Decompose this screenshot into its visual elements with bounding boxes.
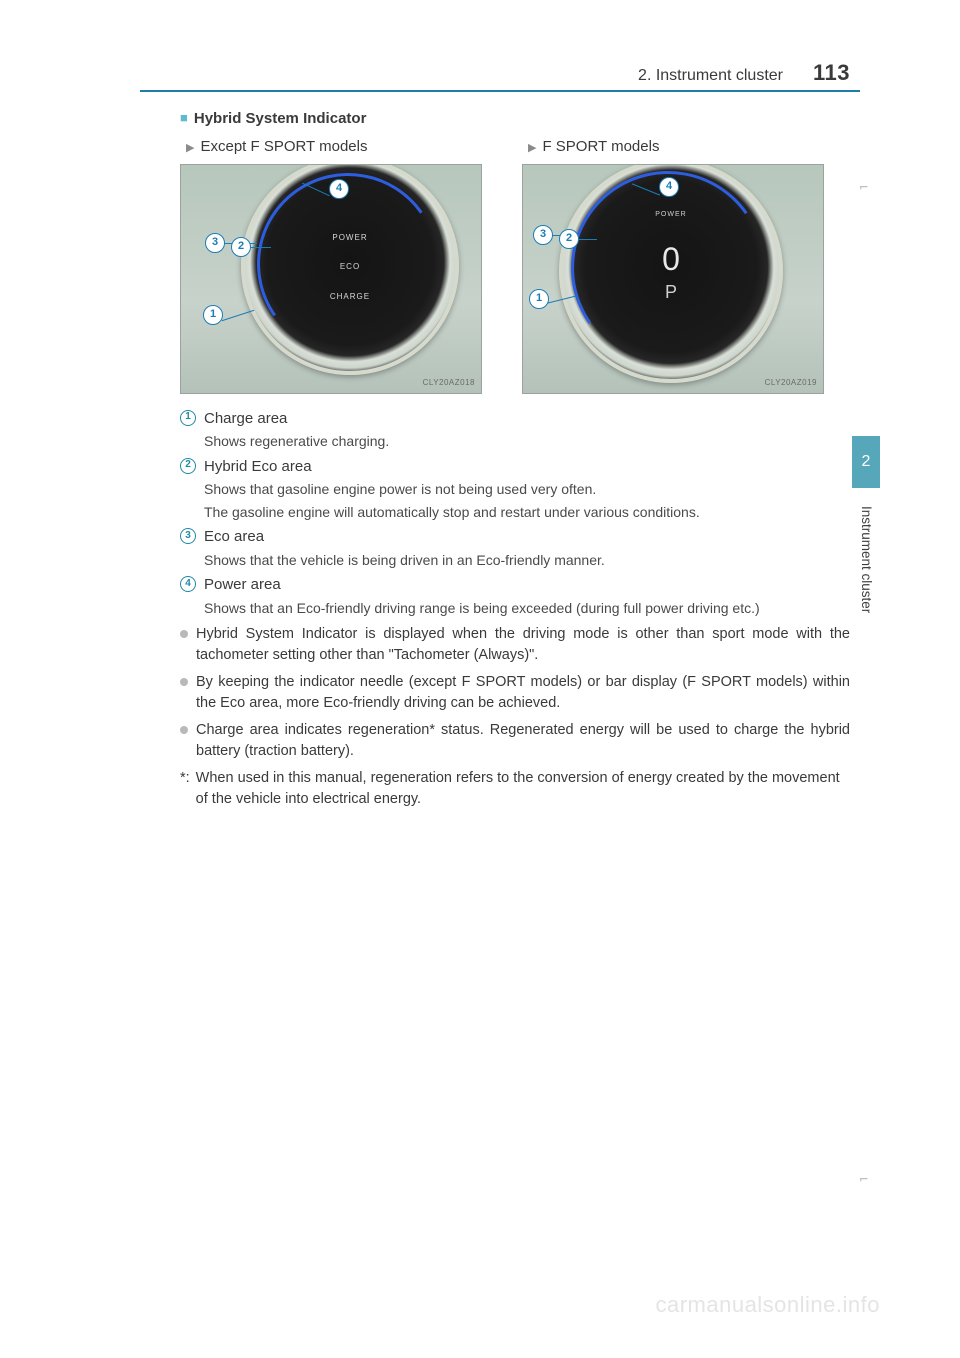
crop-mark-bottom: ⌐ xyxy=(860,1172,868,1188)
callout-3: 3 xyxy=(205,233,225,253)
footnote-marker: *: xyxy=(180,768,190,810)
column-right-label: ▶ F SPORT models xyxy=(522,136,850,158)
numbered-item: 1 Charge area Shows regenerative chargin… xyxy=(180,408,850,452)
side-tab-label: Instrument cluster xyxy=(852,488,874,613)
numbered-item: 2 Hybrid Eco area Shows that gasoline en… xyxy=(180,456,850,522)
num-badge-3: 3 xyxy=(180,528,196,544)
callout-4: 4 xyxy=(329,179,349,199)
num-body: Hybrid Eco area Shows that gasoline engi… xyxy=(204,456,700,522)
column-left-label: ▶ Except F SPORT models xyxy=(180,136,508,158)
num-title: Power area xyxy=(204,574,760,596)
footnote-text: When used in this manual, regeneration r… xyxy=(196,768,850,810)
figure-right: POWER 0 P 4 3 2 1 CLY20AZ019 xyxy=(522,164,824,394)
page: ⌐ ⌐ 2. Instrument cluster 113 2 Instrume… xyxy=(0,0,960,1358)
bullet-text: Charge area indicates regeneration* stat… xyxy=(196,720,850,762)
header-rule xyxy=(140,90,860,92)
column-left: ▶ Except F SPORT models POWER ECO CHARGE … xyxy=(180,136,508,394)
callout-2: 2 xyxy=(559,229,579,249)
leader-line xyxy=(222,309,255,320)
content: Hybrid System Indicator ▶ Except F SPORT … xyxy=(140,108,860,810)
callout-1: 1 xyxy=(529,289,549,309)
num-badge-2: 2 xyxy=(180,458,196,474)
page-header: 2. Instrument cluster 113 xyxy=(140,60,860,86)
bullet-list: Hybrid System Indicator is displayed whe… xyxy=(180,624,850,762)
num-body: Eco area Shows that the vehicle is being… xyxy=(204,526,605,570)
bullet-text: Hybrid System Indicator is displayed whe… xyxy=(196,624,850,666)
bullet-dot-icon xyxy=(180,678,188,686)
num-desc: Shows that gasoline engine power is not … xyxy=(204,479,700,499)
callout-2: 2 xyxy=(231,237,251,257)
num-title: Charge area xyxy=(204,408,389,430)
num-body: Charge area Shows regenerative charging. xyxy=(204,408,389,452)
num-desc: Shows that an Eco-friendly driving range… xyxy=(204,598,760,618)
column-left-label-text: Except F SPORT models xyxy=(200,138,367,155)
column-right: ▶F SPORT models POWER 0 P 4 3 2 1 xyxy=(522,136,850,394)
side-tab-number: 2 xyxy=(852,436,880,488)
callout-4: 4 xyxy=(659,177,679,197)
callout-3: 3 xyxy=(533,225,553,245)
num-desc: Shows that the vehicle is being driven i… xyxy=(204,550,605,570)
column-right-label-text: F SPORT models xyxy=(542,138,659,155)
watermark: carmanualsonline.info xyxy=(655,1292,880,1318)
num-badge-1: 1 xyxy=(180,410,196,426)
numbered-item: 3 Eco area Shows that the vehicle is bei… xyxy=(180,526,850,570)
num-desc: Shows regenerative charging. xyxy=(204,431,389,451)
figure-left-caption: CLY20AZ018 xyxy=(423,377,475,389)
bullet-text: By keeping the indicator needle (except … xyxy=(196,672,850,714)
bullet-item: By keeping the indicator needle (except … xyxy=(180,672,850,714)
bullet-item: Hybrid System Indicator is displayed whe… xyxy=(180,624,850,666)
numbered-item: 4 Power area Shows that an Eco-friendly … xyxy=(180,574,850,618)
num-desc: The gasoline engine will automatically s… xyxy=(204,502,700,522)
leader-line xyxy=(577,239,597,240)
triangle-icon: ▶ xyxy=(186,142,194,154)
crop-mark-top: ⌐ xyxy=(860,180,868,196)
page-number: 113 xyxy=(813,60,850,86)
figure-columns: ▶ Except F SPORT models POWER ECO CHARGE … xyxy=(180,136,850,394)
figure-right-caption: CLY20AZ019 xyxy=(765,377,817,389)
num-title: Hybrid Eco area xyxy=(204,456,700,478)
figure-left: POWER ECO CHARGE 4 3 2 1 CLY20AZ018 xyxy=(180,164,482,394)
numbered-list: 1 Charge area Shows regenerative chargin… xyxy=(180,408,850,618)
callout-1: 1 xyxy=(203,305,223,325)
num-body: Power area Shows that an Eco-friendly dr… xyxy=(204,574,760,618)
num-badge-4: 4 xyxy=(180,576,196,592)
bullet-dot-icon xyxy=(180,630,188,638)
bullet-dot-icon xyxy=(180,726,188,734)
leader-line xyxy=(249,247,271,248)
section-title: Hybrid System Indicator xyxy=(180,108,850,130)
triangle-icon: ▶ xyxy=(528,142,536,154)
section-path: 2. Instrument cluster xyxy=(638,67,783,85)
bullet-item: Charge area indicates regeneration* stat… xyxy=(180,720,850,762)
side-tab: 2 Instrument cluster xyxy=(852,436,880,656)
footnote: *: When used in this manual, regeneratio… xyxy=(180,768,850,810)
num-title: Eco area xyxy=(204,526,605,548)
